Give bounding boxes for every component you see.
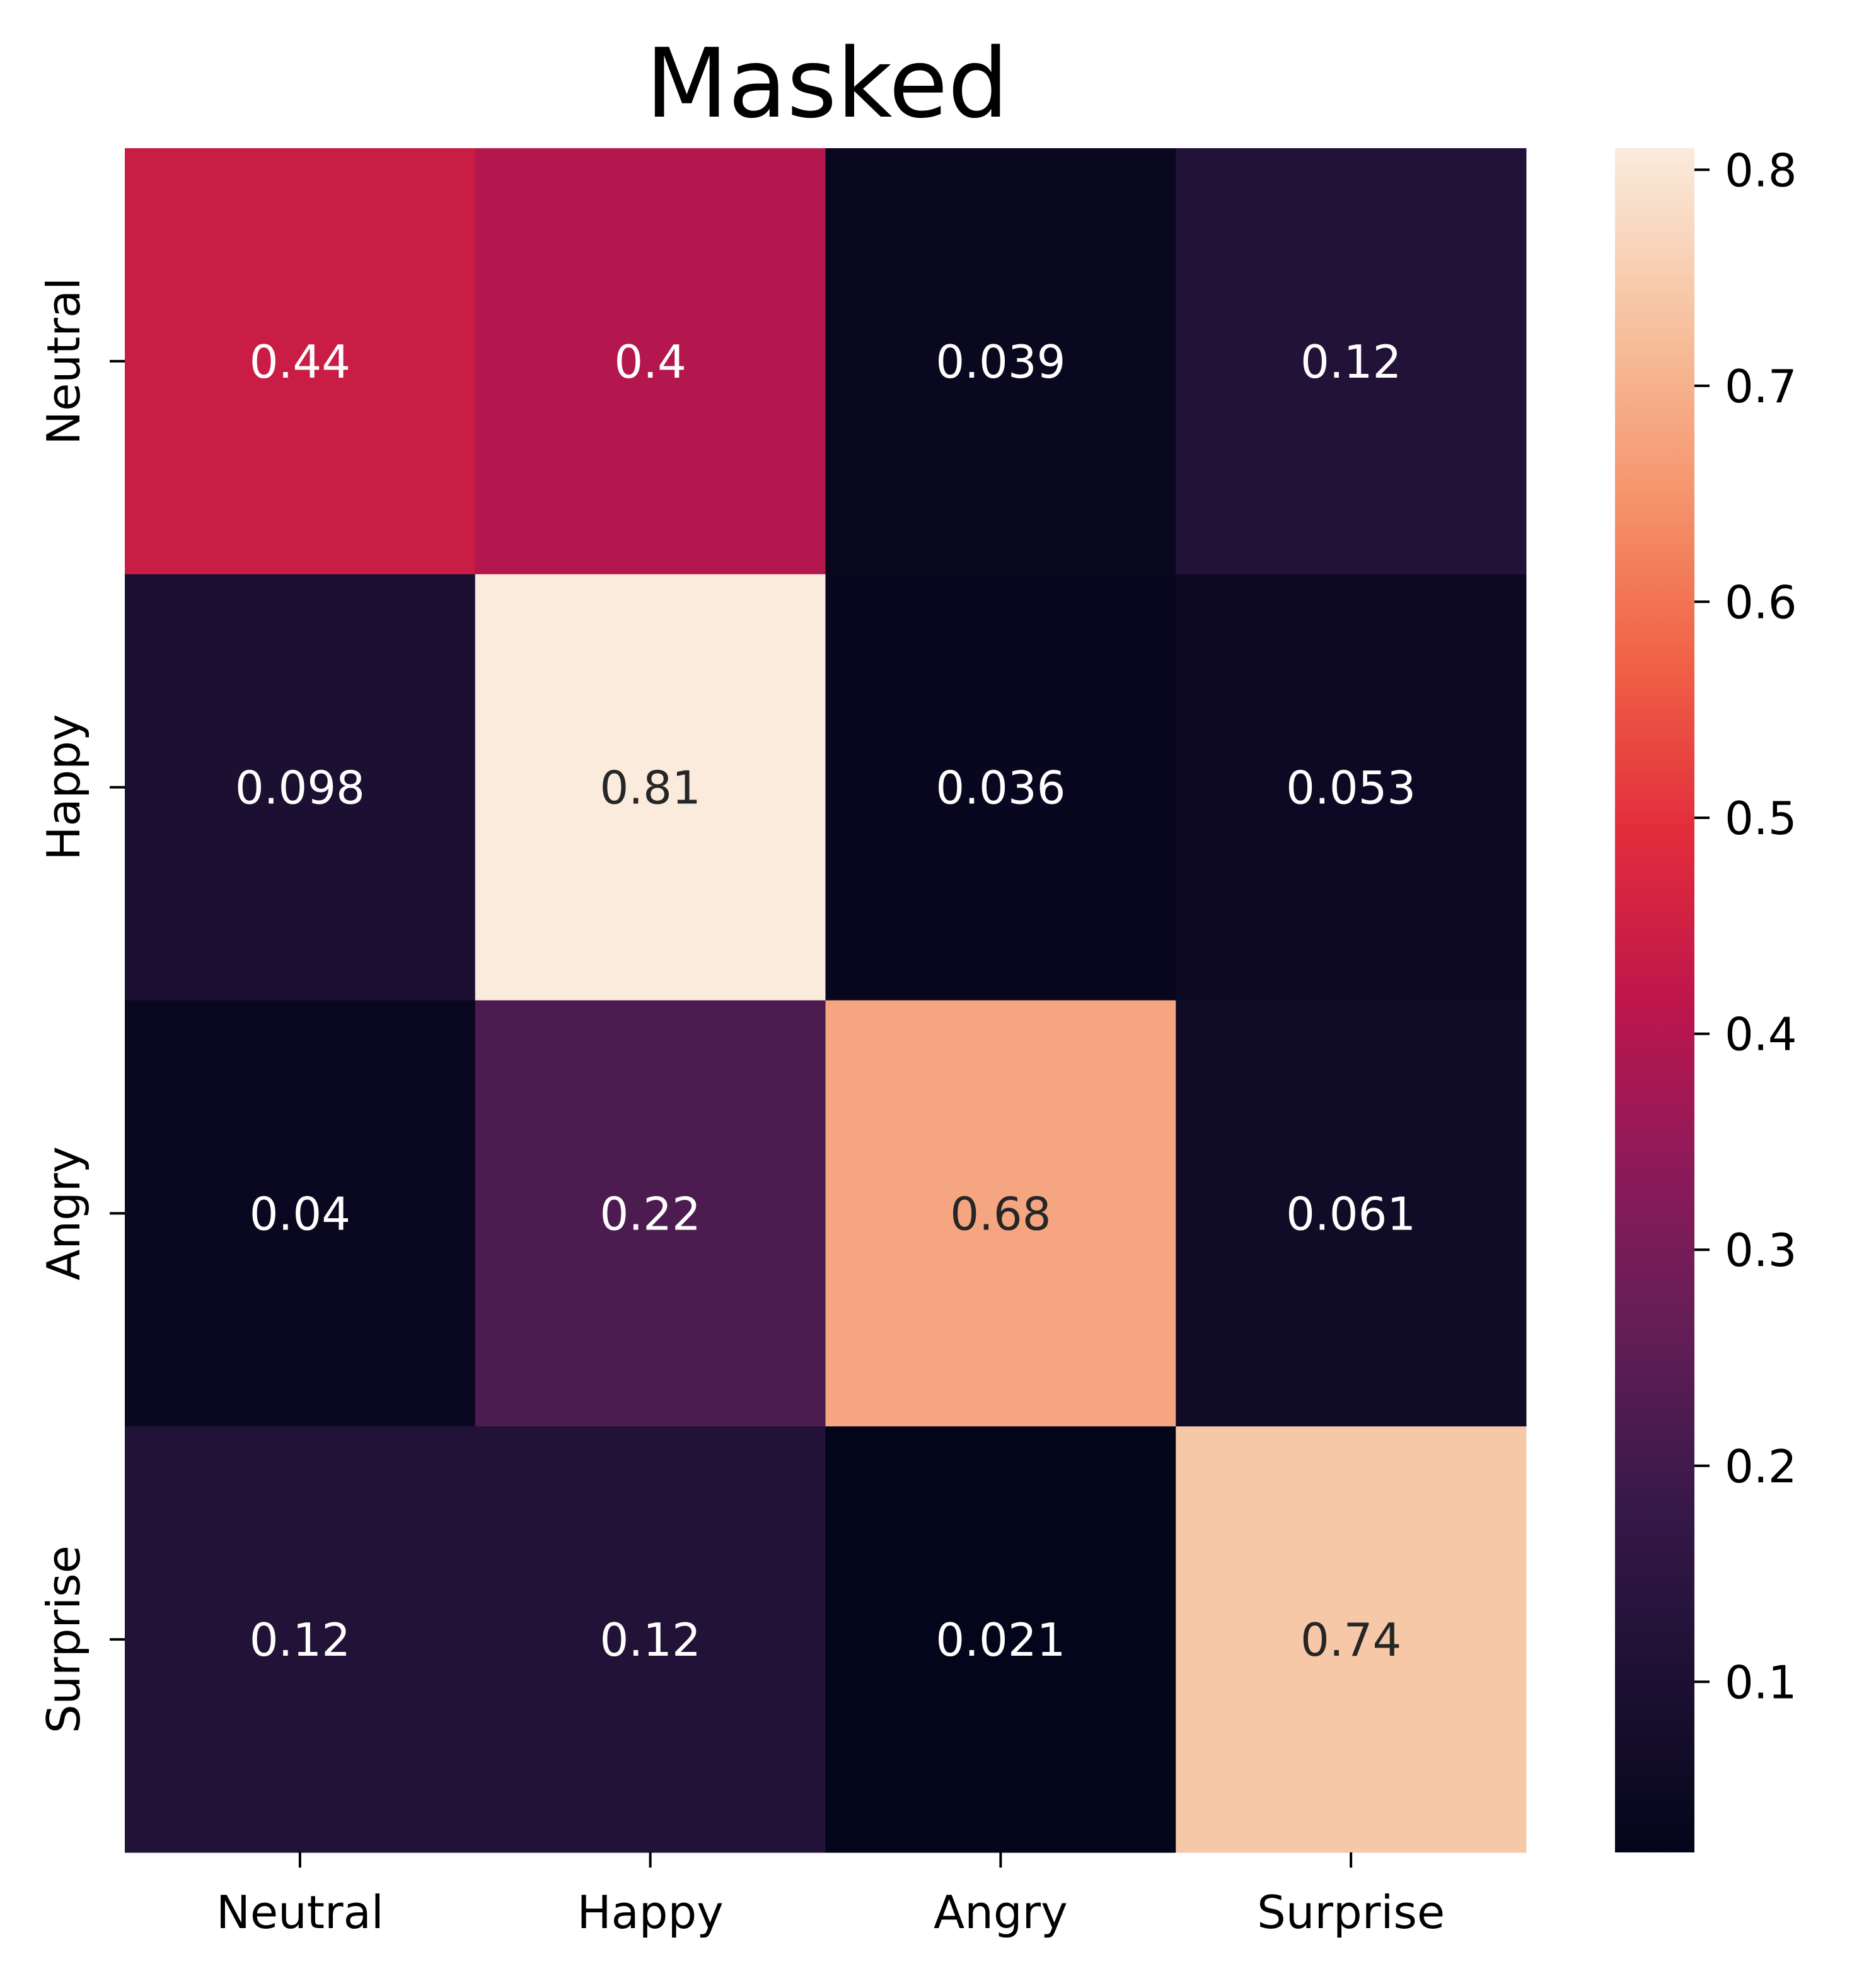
chart-title: Masked bbox=[645, 28, 1009, 139]
heatmap-cell bbox=[825, 1426, 1176, 1853]
colorbar-tick-label: 0.4 bbox=[1725, 1008, 1797, 1061]
heatmap-cell bbox=[1176, 1000, 1527, 1427]
cell-value-label: 0.036 bbox=[935, 762, 1065, 815]
x-tick-label: Angry bbox=[934, 1886, 1068, 1939]
heatmap-cell bbox=[475, 574, 826, 1001]
heatmap-cell bbox=[825, 1000, 1176, 1427]
heatmap-cell bbox=[475, 1426, 826, 1853]
y-tick-label: Neutral bbox=[37, 277, 90, 445]
heatmap-cell bbox=[1176, 574, 1527, 1001]
heatmap-cells: 0.44 0.4 0.039 0.12 0.098 0.81 0.036 0.053 0.04 0… bbox=[125, 148, 1527, 1853]
cell-value-label: 0.039 bbox=[935, 335, 1065, 388]
heatmap-cell bbox=[825, 148, 1176, 575]
colorbar-tick-label: 0.2 bbox=[1725, 1440, 1797, 1493]
colorbar-tick-label: 0.1 bbox=[1725, 1656, 1797, 1709]
y-tick-label: Angry bbox=[37, 1146, 90, 1281]
cell-value-label: 0.098 bbox=[235, 762, 365, 815]
cell-value-label: 0.74 bbox=[1300, 1613, 1401, 1666]
cell-value-label: 0.81 bbox=[599, 762, 700, 815]
heatmap-cell bbox=[125, 148, 476, 575]
heatmap-cell bbox=[475, 1000, 826, 1427]
cell-value-label: 0.68 bbox=[950, 1187, 1051, 1240]
colorbar: 0.1 0.2 0.3 0.4 0.5 0.6 0.7 0.8 bbox=[1615, 144, 1797, 1852]
cell-value-label: 0.22 bbox=[599, 1187, 700, 1240]
cell-value-label: 0.053 bbox=[1286, 762, 1416, 815]
heatmap-cell bbox=[475, 148, 826, 575]
x-tick-label: Surprise bbox=[1257, 1886, 1445, 1939]
cell-value-label: 0.12 bbox=[1300, 335, 1401, 388]
x-axis: Neutral Happy Angry Surprise bbox=[216, 1852, 1445, 1939]
heatmap-cell bbox=[125, 1000, 476, 1427]
colorbar-tick-label: 0.7 bbox=[1725, 360, 1797, 413]
cell-value-label: 0.12 bbox=[250, 1613, 350, 1666]
heatmap-cell bbox=[125, 1426, 476, 1853]
heatmap-cell bbox=[125, 574, 476, 1001]
colorbar-tick-label: 0.8 bbox=[1725, 144, 1797, 197]
cell-value-label: 0.021 bbox=[935, 1613, 1065, 1666]
heatmap-cell bbox=[1176, 1426, 1527, 1853]
heatmap-cell bbox=[1176, 148, 1527, 575]
y-axis: Neutral Happy Angry Surprise bbox=[37, 277, 125, 1733]
cell-value-label: 0.04 bbox=[250, 1187, 350, 1240]
colorbar-gradient bbox=[1615, 148, 1694, 1852]
colorbar-tick-label: 0.3 bbox=[1725, 1224, 1797, 1277]
colorbar-tick-label: 0.6 bbox=[1725, 576, 1797, 629]
x-tick-label: Neutral bbox=[216, 1886, 384, 1939]
cell-value-label: 0.061 bbox=[1286, 1187, 1416, 1240]
colorbar-tick-label: 0.5 bbox=[1725, 792, 1797, 845]
heatmap-cell bbox=[825, 574, 1176, 1001]
cell-value-label: 0.4 bbox=[614, 335, 686, 388]
x-tick-label: Happy bbox=[577, 1886, 723, 1939]
y-tick-label: Happy bbox=[37, 714, 90, 860]
y-tick-label: Surprise bbox=[37, 1545, 90, 1733]
cell-value-label: 0.44 bbox=[250, 335, 350, 388]
cell-value-label: 0.12 bbox=[599, 1613, 700, 1666]
